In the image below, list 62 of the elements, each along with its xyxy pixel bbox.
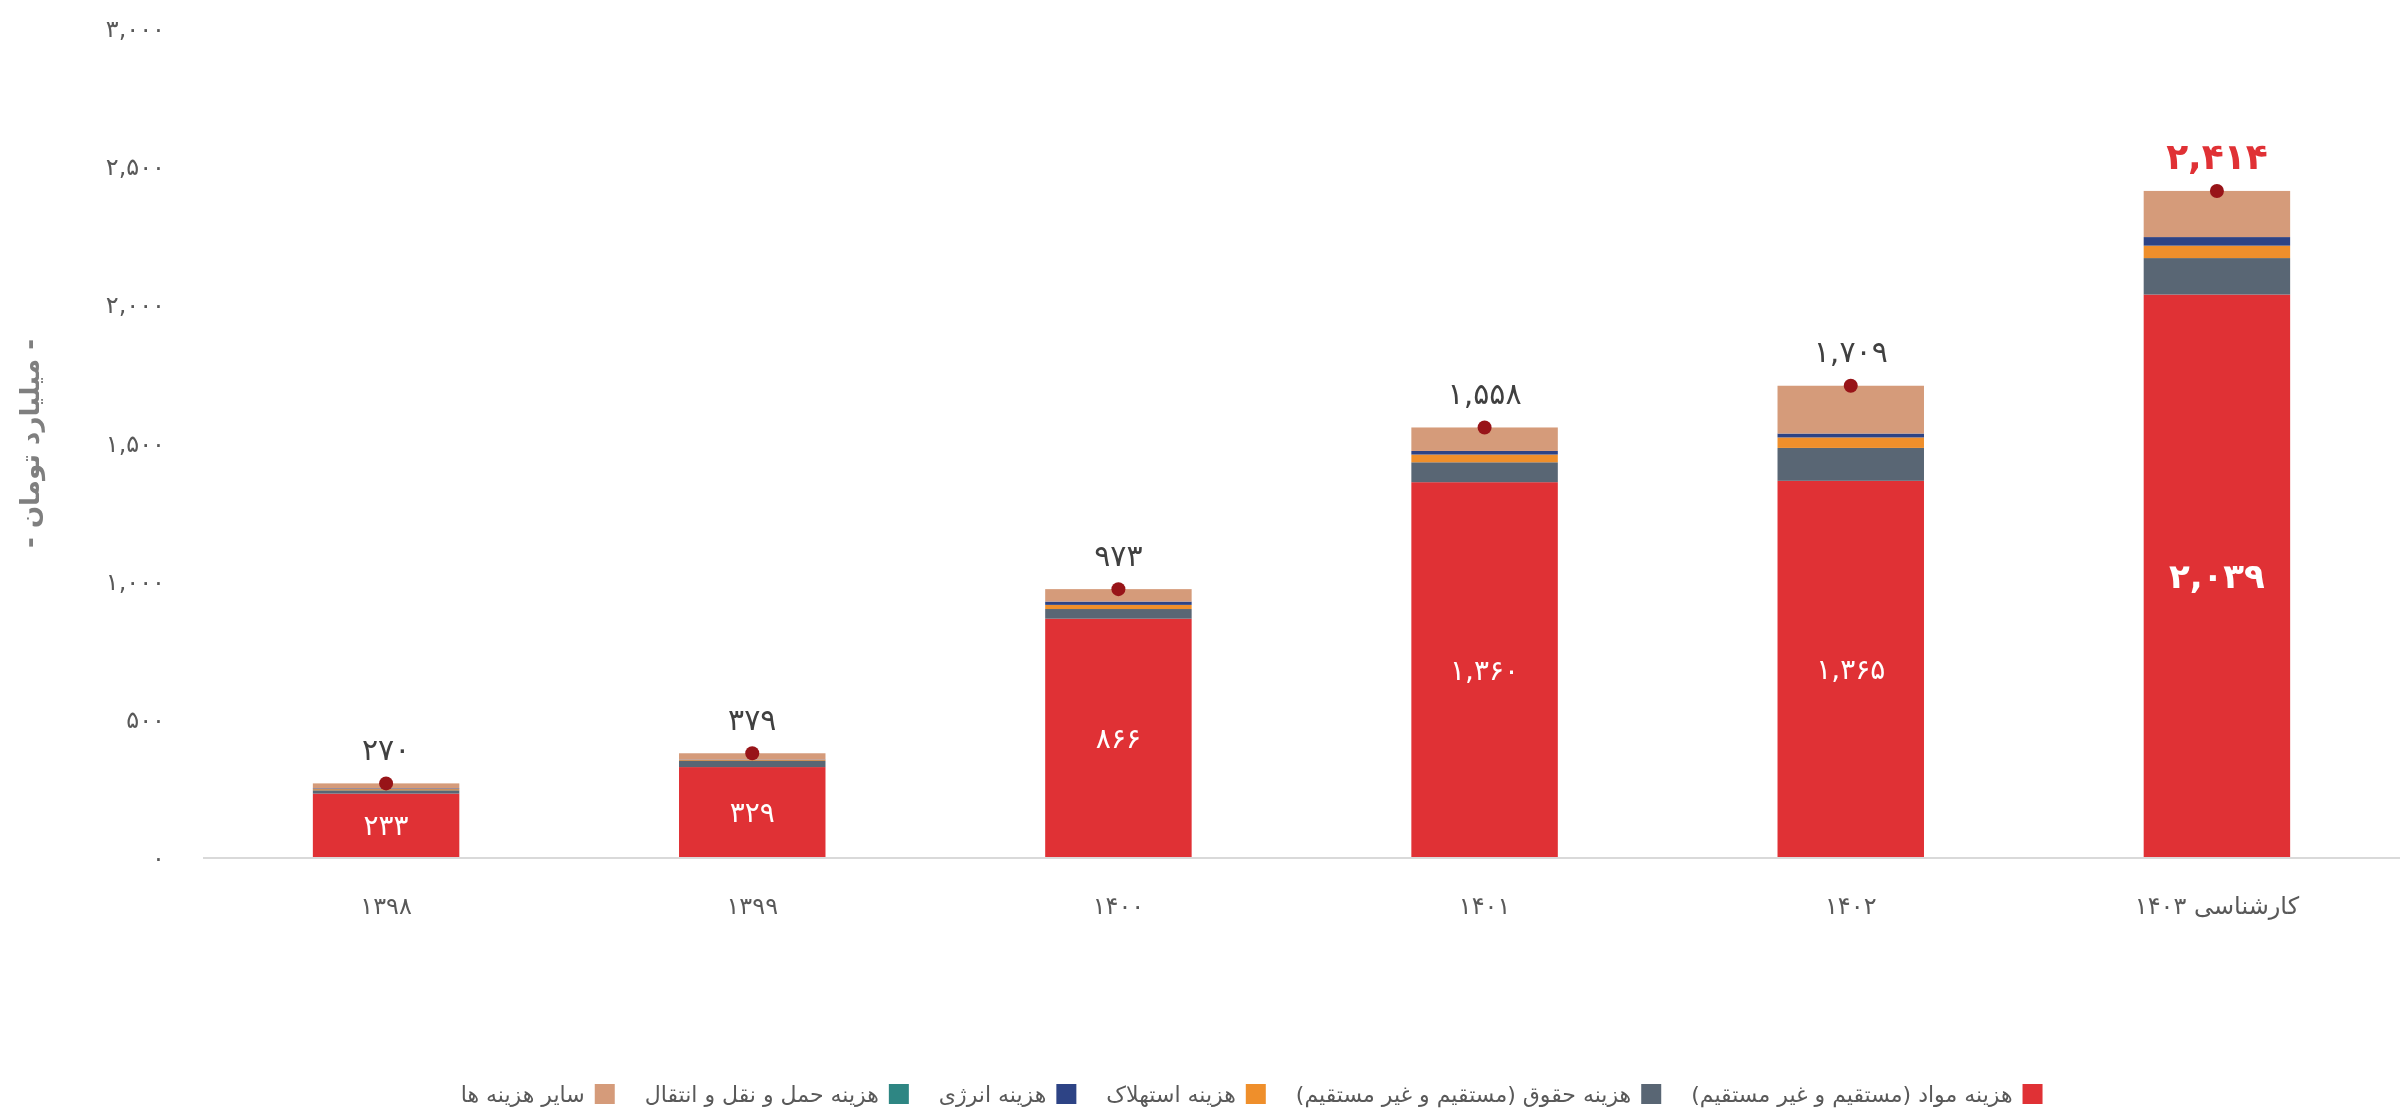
- data-label: ۹۷۳: [1094, 537, 1143, 573]
- data-label: ۳۷۹: [728, 701, 777, 737]
- bar: [1411, 482, 1558, 858]
- legend-label: سایر هزینه ها: [460, 1081, 585, 1107]
- point: [2209, 183, 2224, 198]
- data-label: ۳۲۹: [729, 796, 775, 830]
- bar: [1045, 609, 1192, 619]
- bar: [1777, 437, 1924, 448]
- bar: [312, 783, 460, 789]
- bar: [1045, 601, 1192, 605]
- bar: [1777, 480, 1924, 858]
- legend-label: هزینه استهلاک: [1106, 1081, 1236, 1107]
- bar: [1411, 454, 1558, 463]
- bar: [2143, 294, 2291, 858]
- bar: [679, 761, 826, 768]
- point: [745, 746, 760, 761]
- data-label: ۱,۳۶۰: [1450, 653, 1520, 687]
- y-tick-label: ۱,۵۰۰: [105, 429, 165, 458]
- bar: [2143, 245, 2291, 259]
- bar: [679, 767, 826, 858]
- y-tick-label: ۱,۰۰۰: [105, 567, 165, 596]
- x-tick-label: کارشناسی ۱۴۰۳: [2134, 892, 2300, 920]
- data-label: ۱,۵۵۸: [1447, 375, 1522, 411]
- y-tick-label: ۲,۰۰۰: [105, 291, 165, 320]
- bar: [2143, 190, 2291, 238]
- data-label: ۲۳۳: [363, 809, 409, 843]
- legend-label: هزینه حمل و نقل و انتقال: [644, 1081, 879, 1107]
- x-tick-label: ۱۴۰۰: [1092, 892, 1145, 920]
- data-label: ۸۶۶: [1095, 721, 1141, 755]
- x-tick-label: ۱۴۰۲: [1824, 892, 1877, 920]
- data-label: ۱,۳۶۵: [1816, 652, 1886, 686]
- y-tick-label: ۰: [152, 844, 165, 872]
- bar: [1411, 427, 1558, 451]
- bar: [2143, 237, 2291, 246]
- data-label: ۲,۴۱۴: [2166, 136, 2268, 178]
- bar: [312, 793, 460, 858]
- x-tick-label: ۱۳۹۸: [360, 892, 412, 920]
- point: [1111, 582, 1126, 597]
- point: [1477, 420, 1492, 435]
- y-axis-title: - میلیارد تومان -: [15, 339, 46, 548]
- legend-label: هزینه حقوق (مستقیم و غیر مستقیم): [1295, 1081, 1632, 1108]
- data-label: ۲۷۰: [361, 731, 411, 767]
- bar: [1045, 604, 1192, 610]
- bar: [2143, 258, 2291, 295]
- bar: [1777, 385, 1924, 434]
- bar: [679, 753, 826, 760]
- point: [1843, 378, 1858, 393]
- x-tick-label: ۱۳۹۹: [726, 892, 779, 920]
- legend-label: هزینه انرژی: [938, 1081, 1047, 1107]
- bar: [1777, 447, 1924, 481]
- bar: [1411, 450, 1558, 455]
- data-label: ۲,۰۳۹: [2168, 556, 2266, 597]
- x-tick-label: ۱۴۰۱: [1458, 892, 1511, 920]
- legend-label: هزینه مواد (مستقیم و غیر مستقیم): [1691, 1081, 2013, 1108]
- y-tick-label: ۳,۰۰۰: [105, 15, 165, 43]
- data-label: ۱,۷۰۹: [1813, 334, 1888, 370]
- bar: [1045, 618, 1192, 858]
- point: [379, 776, 394, 791]
- y-tick-label: ۵۰۰: [126, 705, 165, 734]
- bar: [1411, 462, 1558, 483]
- bar: [1045, 589, 1192, 602]
- y-tick-label: ۲,۵۰۰: [105, 153, 165, 182]
